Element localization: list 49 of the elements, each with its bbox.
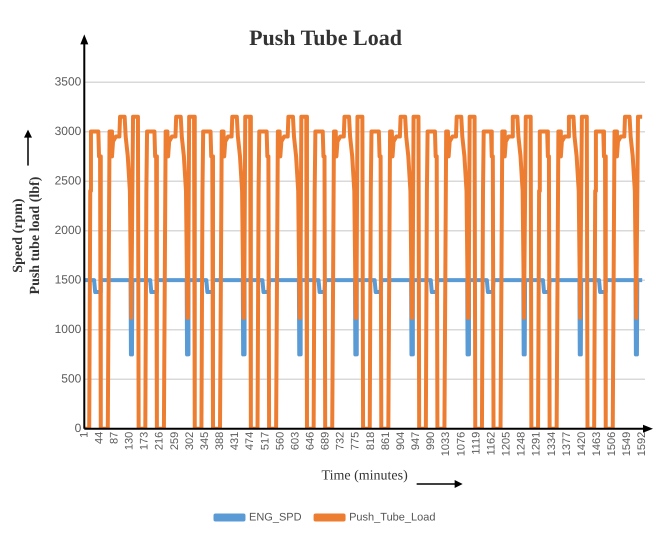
- y-tick-label: 1000: [54, 322, 82, 336]
- x-tick-label: 646: [304, 432, 316, 450]
- x-tick-label: 818: [364, 432, 377, 450]
- x-tick-label: 302: [184, 432, 196, 450]
- x-tick-label: 947: [410, 432, 422, 450]
- x-tick-label: 775: [350, 432, 362, 450]
- x-tick-label: 603: [289, 432, 302, 450]
- x-tick-label: 44: [93, 432, 106, 444]
- x-tick-label: 1463: [590, 432, 603, 456]
- x-tick-label: 130: [124, 432, 136, 450]
- x-tick-label: 1076: [455, 432, 468, 456]
- x-tick-label: 474: [244, 432, 256, 450]
- x-tick-label: 732: [334, 432, 347, 450]
- chart-title: Push Tube Load: [249, 24, 402, 50]
- x-tick-label: 517: [259, 432, 272, 450]
- x-tick-label: 1248: [516, 432, 528, 456]
- x-tick-label: 1291: [530, 432, 543, 456]
- x-axis-title: Time (minutes): [322, 468, 408, 484]
- legend-label: ENG_SPD: [248, 512, 302, 524]
- x-tick-label: 259: [168, 432, 181, 450]
- x-tick-label: 216: [154, 432, 166, 450]
- legend-label: Push_Tube_Load: [349, 512, 436, 524]
- x-tick-label: 87: [108, 432, 120, 444]
- y-tick-label: 2000: [54, 222, 82, 237]
- x-tick-label: 1592: [636, 432, 648, 456]
- x-tick-label: 1377: [560, 432, 573, 456]
- x-tick-label: 904: [394, 432, 407, 450]
- x-tick-label: 1205: [500, 432, 513, 456]
- x-tick-label: 173: [138, 432, 151, 450]
- x-tick-label: 1506: [606, 432, 618, 456]
- x-tick-label: 1334: [546, 432, 558, 456]
- x-tick-label: 1420: [576, 432, 588, 456]
- x-tick-label: 431: [229, 432, 242, 450]
- x-tick-label: 1119: [470, 432, 482, 455]
- x-tick-label: 689: [320, 432, 332, 450]
- x-tick-label: 1033: [440, 432, 452, 456]
- x-tick-label: 1549: [621, 432, 634, 456]
- x-tick-label: 560: [274, 432, 286, 450]
- y-tick-label: 1500: [54, 272, 82, 286]
- x-tick-label: 990: [425, 432, 438, 450]
- y-axis-title: Speed (rpm) Push tube load (lbf): [11, 176, 43, 294]
- y-tick-label: 3000: [54, 124, 82, 138]
- x-tick-label: 345: [198, 432, 211, 450]
- y-tick-label: 3500: [54, 74, 82, 88]
- x-tick-label: 1162: [485, 432, 498, 456]
- y-tick-label: 2500: [54, 173, 82, 188]
- y-tick-label: 500: [61, 372, 82, 386]
- x-tick-label: 861: [380, 432, 392, 450]
- x-tick-label: 388: [214, 432, 226, 450]
